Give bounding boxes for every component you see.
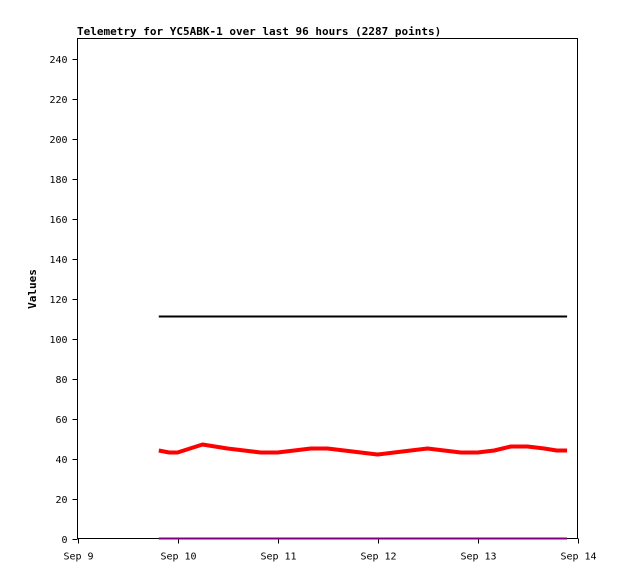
y-tick-label: 140 <box>49 255 67 266</box>
y-tick-label: 200 <box>49 135 67 146</box>
x-tick-label: Sep 14 <box>560 552 596 563</box>
series-layer <box>158 315 568 540</box>
y-tick-label: 160 <box>49 215 67 226</box>
x-tick-label: Sep 9 <box>63 552 93 563</box>
y-axis: 0 20 40 60 80 100 120 140 160 180 200 220 240 <box>49 55 78 546</box>
x-tick-label: Sep 10 <box>160 552 196 563</box>
plot-frame <box>77 38 578 539</box>
y-tick-label: 40 <box>55 455 67 466</box>
y-tick-label: 120 <box>49 295 67 306</box>
y-tick-label: 100 <box>49 335 67 346</box>
x-tick-label: Sep 13 <box>460 552 496 563</box>
y-tick-label: 60 <box>55 415 67 426</box>
y-tick-label: 240 <box>49 55 67 66</box>
y-tick-label: 80 <box>55 375 67 386</box>
chart-title: Telemetry for YC5ABK-1 over last 96 hour… <box>77 25 441 38</box>
y-tick-label: 220 <box>49 95 67 106</box>
x-tick-label: Sep 11 <box>260 552 296 563</box>
x-tick-label: Sep 12 <box>360 552 396 563</box>
x-axis: Sep 9 Sep 10 Sep 11 Sep 12 Sep 13 Sep 14 <box>63 538 597 563</box>
y-tick-label: 0 <box>61 535 67 546</box>
y-axis-label: Values <box>26 269 39 309</box>
series-line-2 <box>158 442 568 457</box>
y-tick-label: 20 <box>55 495 67 506</box>
y-tick-label: 180 <box>49 175 67 186</box>
